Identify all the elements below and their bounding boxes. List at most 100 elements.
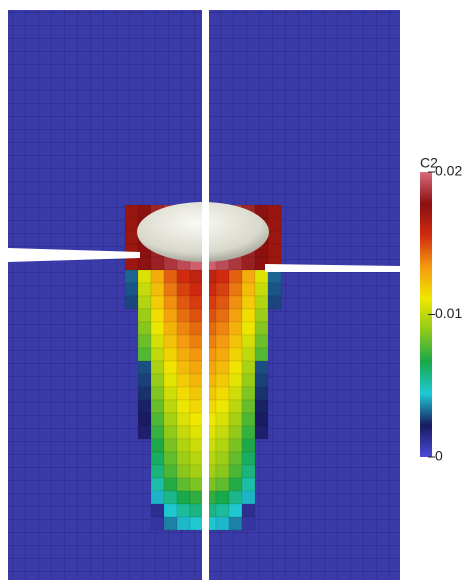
plume-cell <box>255 374 268 387</box>
plume-cell <box>242 348 255 361</box>
plume-cell <box>177 478 190 491</box>
plume-cell <box>190 426 203 439</box>
plume-cell <box>125 218 138 231</box>
plume-cell <box>177 374 190 387</box>
plume-cell <box>190 309 203 322</box>
plume-cell <box>125 257 138 270</box>
plume-cell <box>138 387 151 400</box>
plume-cell <box>164 348 177 361</box>
plume-cell <box>229 504 242 517</box>
plume-cell <box>177 439 190 452</box>
plume-cell <box>242 452 255 465</box>
plume-cell <box>164 465 177 478</box>
plume-cell <box>242 426 255 439</box>
plume-cell <box>190 361 203 374</box>
plume-cell <box>216 348 229 361</box>
plume-cell <box>190 348 203 361</box>
plume-cell <box>164 322 177 335</box>
plume-cell <box>255 348 268 361</box>
plume-cell <box>190 439 203 452</box>
plume-cell <box>164 491 177 504</box>
plume-cell <box>177 426 190 439</box>
plume-cell <box>242 517 255 530</box>
crack-vertical <box>202 0 209 588</box>
plume-cell <box>164 400 177 413</box>
plume-cell <box>216 478 229 491</box>
plume-cell <box>216 283 229 296</box>
plume-cell <box>255 296 268 309</box>
tick-label: 0.02 <box>435 163 462 179</box>
plume-cell <box>242 387 255 400</box>
plume-cell <box>151 335 164 348</box>
plume-cell <box>255 283 268 296</box>
plume-cell <box>190 491 203 504</box>
plume-cell <box>177 335 190 348</box>
plume-cell <box>242 413 255 426</box>
plume-cell <box>190 400 203 413</box>
plume-cell <box>216 335 229 348</box>
plume-cell <box>242 309 255 322</box>
plume-cell <box>177 270 190 283</box>
plume-cell <box>216 296 229 309</box>
plume-cell <box>190 413 203 426</box>
plume-cell <box>190 283 203 296</box>
plume-cell <box>177 387 190 400</box>
plume-cell <box>216 361 229 374</box>
plume-cell <box>229 517 242 530</box>
plume-cell <box>151 387 164 400</box>
plume-cell <box>255 387 268 400</box>
plume-cell <box>255 322 268 335</box>
plume-cell <box>138 335 151 348</box>
plume-cell <box>164 517 177 530</box>
plume-cell <box>151 361 164 374</box>
plume-cell <box>125 205 138 218</box>
plume-cell <box>242 478 255 491</box>
plume-cell <box>177 491 190 504</box>
plume-cell <box>216 413 229 426</box>
plume-cell <box>229 270 242 283</box>
plume-cell <box>151 413 164 426</box>
plume-cell <box>177 283 190 296</box>
plume-cell <box>190 374 203 387</box>
plume-cell <box>242 361 255 374</box>
plume-cell <box>164 426 177 439</box>
plume-cell <box>164 452 177 465</box>
plume-cell <box>229 439 242 452</box>
plume-cell <box>229 452 242 465</box>
plume-cell <box>255 309 268 322</box>
plume-cell <box>164 361 177 374</box>
plume-cell <box>164 439 177 452</box>
plume-cell <box>190 465 203 478</box>
plume-cell <box>138 413 151 426</box>
plume-cell <box>190 517 203 530</box>
plume-cell <box>229 465 242 478</box>
plume-cell <box>177 400 190 413</box>
plume-cell <box>138 374 151 387</box>
plume-cell <box>242 439 255 452</box>
plume-cell <box>216 270 229 283</box>
plume-cell <box>151 348 164 361</box>
plume-cell <box>255 426 268 439</box>
plume-cell <box>138 283 151 296</box>
plume-cell <box>138 296 151 309</box>
plume-cell <box>151 257 164 270</box>
plume-cell <box>268 218 281 231</box>
plume-cell <box>255 400 268 413</box>
plume-cell <box>151 491 164 504</box>
plume-cell <box>242 504 255 517</box>
plume-cell <box>164 374 177 387</box>
plume-cell <box>216 517 229 530</box>
plume-cell <box>216 504 229 517</box>
plume-cell <box>164 478 177 491</box>
plume-cell <box>229 322 242 335</box>
plume-cell <box>164 335 177 348</box>
plume-cell <box>268 231 281 244</box>
plume-cell <box>242 322 255 335</box>
plume-cell <box>268 296 281 309</box>
plume-cell <box>216 491 229 504</box>
plume-cell <box>151 400 164 413</box>
plume-cell <box>151 439 164 452</box>
plume-cell <box>242 374 255 387</box>
plume-cell <box>190 296 203 309</box>
plume-cell <box>177 296 190 309</box>
